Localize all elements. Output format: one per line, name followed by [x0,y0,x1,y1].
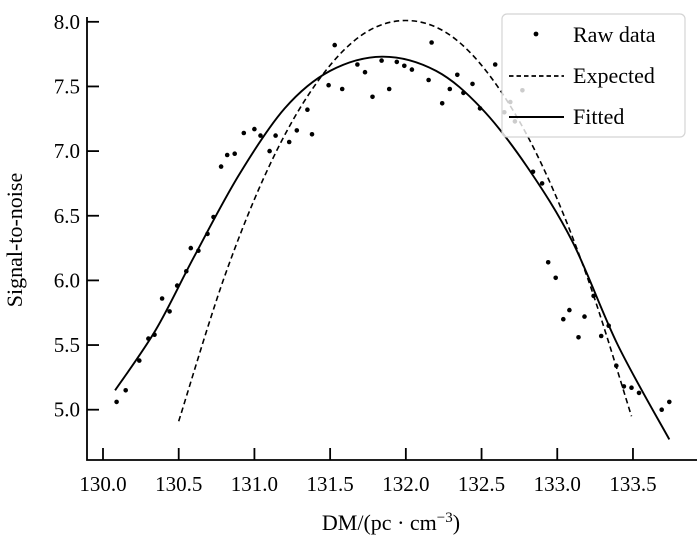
legend: Raw data Expected Fitted [501,13,686,138]
data-point [553,275,558,281]
data-point [267,148,272,154]
axis-spines [86,17,697,461]
data-point [339,86,345,92]
data-point [567,307,572,313]
data-point [362,69,368,75]
legend-item-expected: Expected [573,63,655,88]
data-point [429,40,434,45]
data-point [370,94,375,100]
x-axis-ticks: 130.0 130.5 131.0 131.5 132.0 132.5 133.0 133.5 [79,448,657,496]
data-point [576,335,581,340]
data-point [332,42,338,48]
x-tick-label: 130.0 [79,472,126,496]
data-point [659,407,664,413]
data-point [123,388,128,393]
data-point [159,296,165,301]
data-point [273,133,278,138]
legend-raw-data-marker-icon [533,31,539,37]
x-axis-title-end: ) [453,510,460,535]
data-point [326,82,331,88]
y-axis-title: Signal-to-noise [2,173,27,307]
x-tick-label: 131.0 [231,472,278,496]
data-point [252,126,257,132]
legend-item-raw-data: Raw data [573,22,656,47]
data-point [305,107,310,112]
y-tick-label: 7.5 [54,74,80,98]
data-point [394,59,400,65]
legend-item-fitted: Fitted [573,104,624,129]
x-tick-label: 131.5 [307,472,354,496]
data-point [492,62,498,67]
data-point [294,128,300,133]
y-tick-label: 6.5 [54,204,80,228]
legend-box [501,13,686,138]
data-point [309,132,315,137]
data-point [218,164,224,169]
y-tick-label: 5.5 [54,333,80,357]
data-point [539,181,545,186]
data-point [286,139,292,145]
data-point [636,390,642,396]
data-point [455,72,460,78]
data-point [355,62,360,67]
x-tick-label: 133.5 [609,472,656,496]
x-axis-title-main: DM/(pc · cm [322,510,437,535]
data-point [409,67,415,72]
x-axis-title: DM/(pc · cm−3) [322,510,460,535]
y-tick-label: 5.0 [54,398,80,422]
x-tick-label: 132.0 [382,472,429,496]
data-point [188,245,194,251]
data-point [258,133,263,138]
data-point [545,260,551,265]
x-tick-label: 133.0 [534,472,581,496]
data-point [561,316,566,322]
y-tick-label: 8.0 [54,10,80,34]
data-point [470,81,475,87]
data-point [439,101,445,106]
data-point [598,333,604,339]
data-point [447,86,453,92]
data-point [667,399,672,405]
data-point [167,309,172,314]
data-point [114,399,119,405]
x-tick-label: 132.5 [458,472,505,496]
data-point [629,385,634,391]
data-point [582,314,587,319]
y-axis-ticks: 5.0 5.5 6.0 6.5 7.0 7.5 8.0 [54,10,99,422]
data-point [426,77,431,83]
fitted-curve [114,55,671,440]
data-point [241,130,247,136]
data-point [402,63,407,69]
data-point [386,86,392,92]
y-tick-label: 7.0 [54,139,80,163]
data-point [379,58,384,63]
y-tick-label: 6.0 [54,268,80,292]
x-tick-label: 130.5 [155,472,202,496]
expected-curve [177,19,633,422]
data-point [137,358,142,363]
data-point [224,152,230,158]
data-point [232,151,237,156]
x-axis-title-superscript: −3 [437,510,453,526]
